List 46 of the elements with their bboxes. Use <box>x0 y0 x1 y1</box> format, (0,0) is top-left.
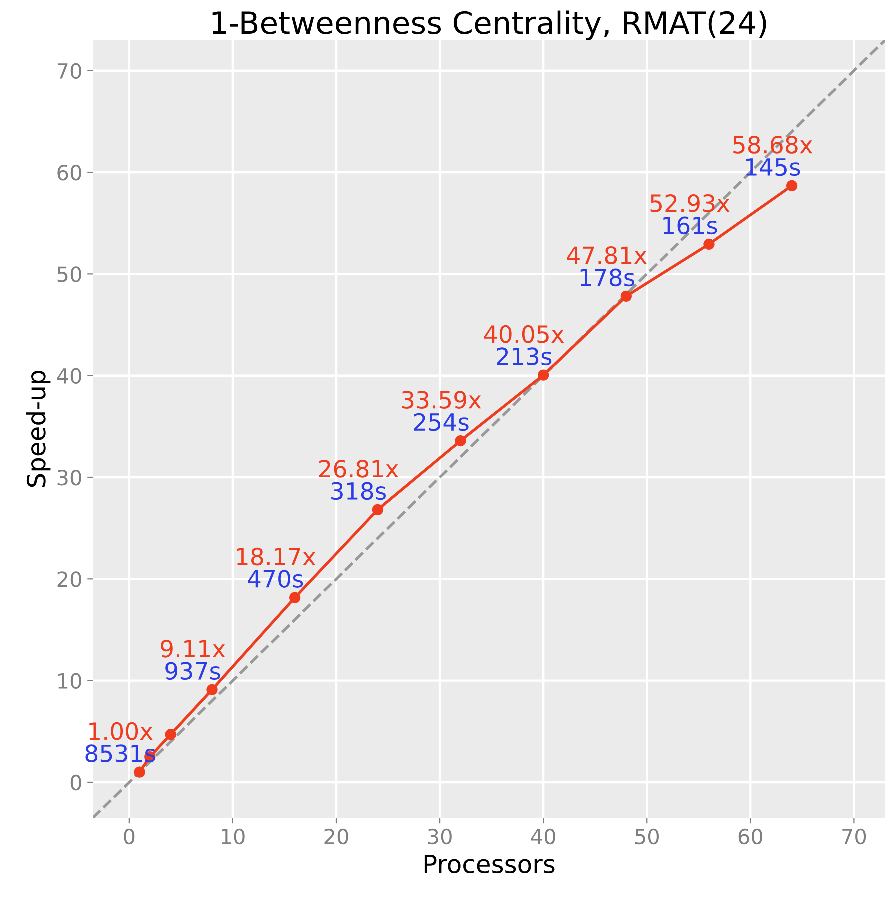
data-label: 47.81x <box>567 246 647 264</box>
x-tick-label: 50 <box>635 828 659 845</box>
point <box>704 238 715 250</box>
data-label: 9.11x <box>161 640 226 658</box>
data-label: 40.05x <box>484 325 564 344</box>
y-tick-label: 20 <box>58 572 82 588</box>
y-tick-label: 50 <box>58 266 82 282</box>
point <box>290 592 301 604</box>
point <box>538 370 550 381</box>
x-tick-label: 30 <box>428 828 452 845</box>
y-tick-label: 60 <box>58 164 82 181</box>
x-tick-label: 20 <box>324 828 348 845</box>
annotation: 145s <box>746 158 800 176</box>
chart-title: 1-Betweenness Centrality, RMAT(24) <box>212 10 766 40</box>
point <box>620 290 632 302</box>
point <box>786 180 798 192</box>
annotation: 254s <box>414 413 469 432</box>
data-label: 18.17x <box>237 548 316 566</box>
x-tick-label: 70 <box>842 828 866 845</box>
y-axis-title: Speed-up <box>26 371 51 488</box>
y-tick-label: 30 <box>58 470 82 486</box>
y-tick-label: 70 <box>58 63 82 80</box>
data-label: 33.59x <box>402 391 482 409</box>
point <box>372 504 384 516</box>
annotation: 213s <box>497 348 552 366</box>
point <box>134 766 146 778</box>
y-tick-label: 10 <box>58 673 82 690</box>
annotation: 470s <box>248 570 304 588</box>
y-tick-label: 0 <box>70 774 82 791</box>
point <box>206 684 218 696</box>
annotation: 178s <box>580 268 634 287</box>
annotation: 937s <box>166 662 220 680</box>
annotation: 318s <box>332 482 386 500</box>
x-tick-label: 40 <box>531 828 556 845</box>
y-tick-label: 40 <box>57 368 82 384</box>
data-label: 58.68x <box>734 136 813 154</box>
data-label: 1.00x <box>90 722 153 740</box>
annotation: 161s <box>664 216 718 235</box>
data-label: 26.81x <box>319 460 398 478</box>
point <box>165 729 176 740</box>
point <box>455 435 466 447</box>
x-tick-label: 0 <box>124 828 135 845</box>
data-label: 52.93x <box>650 194 730 212</box>
x-axis-title: Processors <box>424 854 555 874</box>
x-tick-label: 60 <box>738 828 763 845</box>
x-tick-label: 10 <box>222 828 245 845</box>
